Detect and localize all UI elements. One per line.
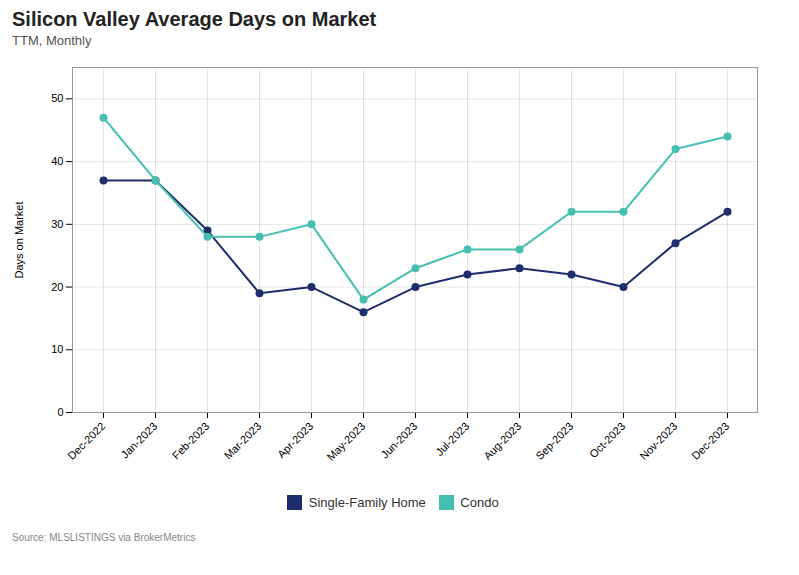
svg-text:Days on Market: Days on Market (13, 201, 25, 278)
svg-text:Jan-2023: Jan-2023 (118, 420, 159, 461)
svg-text:Mar-2023: Mar-2023 (222, 420, 264, 462)
svg-text:Feb-2023: Feb-2023 (170, 420, 212, 462)
svg-text:30: 30 (51, 218, 63, 230)
svg-text:May-2023: May-2023 (324, 420, 367, 463)
svg-text:Jun-2023: Jun-2023 (378, 420, 419, 461)
svg-text:Dec-2022: Dec-2022 (65, 420, 107, 462)
svg-text:0: 0 (57, 406, 63, 418)
svg-text:50: 50 (51, 92, 63, 104)
svg-text:20: 20 (51, 281, 63, 293)
svg-text:Sep-2023: Sep-2023 (533, 420, 575, 462)
svg-text:Dec-2023: Dec-2023 (689, 420, 731, 462)
html-text:TTM, Monthly: TTM, Monthly (12, 33, 92, 48)
html-text:Condo: Condo (460, 495, 499, 510)
svg-text:40: 40 (51, 155, 63, 167)
svg-text:Apr-2023: Apr-2023 (275, 420, 315, 460)
svg-text:10: 10 (51, 343, 63, 355)
svg-text:Aug-2023: Aug-2023 (481, 420, 523, 462)
svg-text:Nov-2023: Nov-2023 (637, 420, 679, 462)
html-text:Source: MLSLISTINGS via Broker: Source: MLSLISTINGS via BrokerMetrics (12, 531, 196, 543)
html-text:Silicon Valley Average Days on: Silicon Valley Average Days on Market (12, 8, 377, 30)
svg-text:Oct-2023: Oct-2023 (587, 420, 627, 460)
html-text:Single-Family Home: Single-Family Home (308, 495, 426, 510)
svg-text:Jul-2023: Jul-2023 (433, 420, 471, 458)
